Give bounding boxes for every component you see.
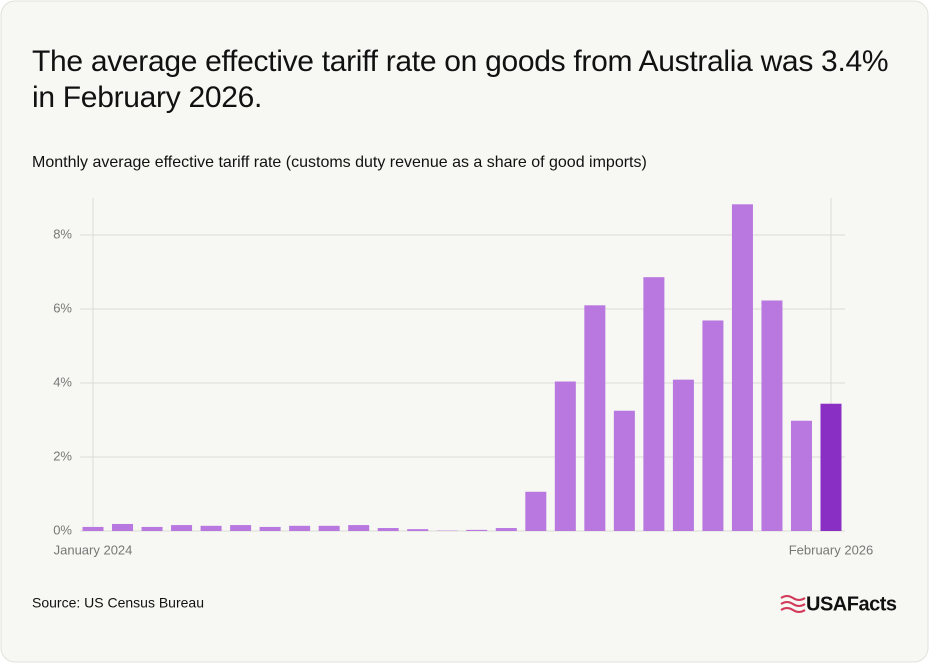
bar <box>289 525 311 531</box>
bar <box>731 204 753 532</box>
bar <box>702 320 724 531</box>
y-tick-label: 4% <box>53 374 72 389</box>
chart-title: The average effective tariff rate on goo… <box>32 45 889 114</box>
brand: USAFacts <box>806 593 897 615</box>
bar <box>643 277 665 531</box>
y-tick-label: 8% <box>53 226 72 241</box>
bar <box>761 300 783 531</box>
bar <box>584 305 606 531</box>
y-tick-label: 2% <box>53 448 72 463</box>
bar <box>112 523 134 531</box>
bar <box>466 529 488 531</box>
bar <box>141 526 163 531</box>
bar <box>230 525 252 531</box>
logo-icon <box>780 595 806 613</box>
y-tick-label: 6% <box>53 300 72 315</box>
bar <box>495 528 517 531</box>
x-tick-label: February 2026 <box>789 542 874 557</box>
bar <box>259 526 281 531</box>
bar <box>82 526 104 531</box>
title-box: The average effective tariff rate on goo… <box>32 45 889 114</box>
bar <box>171 525 193 531</box>
bar <box>554 381 576 531</box>
bar <box>200 525 222 531</box>
bar <box>820 403 842 531</box>
bar <box>525 491 547 531</box>
y-tick-label: 0% <box>53 522 72 537</box>
source: Source: US Census Bureau <box>32 595 204 611</box>
bar <box>348 525 370 531</box>
chart-subtitle: Monthly average effective tariff rate (c… <box>32 154 647 171</box>
bar <box>318 525 340 531</box>
bar <box>672 379 694 531</box>
bar <box>790 420 812 531</box>
bar <box>407 529 429 531</box>
x-tick-label: January 2024 <box>54 542 133 557</box>
bar <box>613 410 635 531</box>
bar <box>377 528 399 531</box>
